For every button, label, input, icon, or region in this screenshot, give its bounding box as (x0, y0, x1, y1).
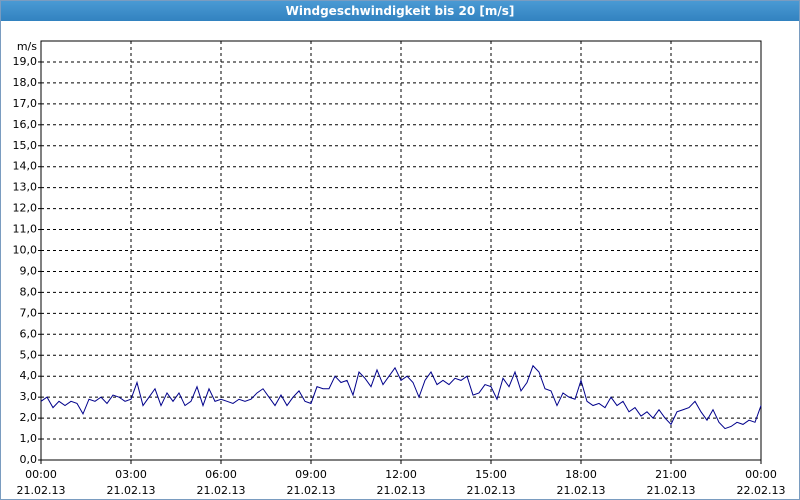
y-tick-label: 5,0 (20, 348, 38, 361)
y-tick-label: 17,0 (13, 97, 38, 110)
y-tick-label: 19,0 (13, 55, 38, 68)
x-tick-label: 12:00 (385, 468, 417, 481)
y-tick-label: 3,0 (20, 390, 38, 403)
y-tick-label: 2,0 (20, 411, 38, 424)
y-tick-label: 16,0 (13, 118, 38, 131)
y-tick-label: 18,0 (13, 76, 38, 89)
data-line (40, 364, 762, 430)
y-tick-label: 14,0 (13, 160, 38, 173)
x-tick-label: 03:00 (115, 468, 147, 481)
x-tick-date: 21.02.13 (17, 484, 66, 497)
y-tick-label: 0,0 (20, 453, 38, 466)
y-tick-label: 4,0 (20, 369, 38, 382)
x-tick-label: 15:00 (475, 468, 507, 481)
y-tick-label: 10,0 (13, 244, 38, 257)
x-tick-label: 09:00 (295, 468, 327, 481)
x-tick-label: 18:00 (565, 468, 597, 481)
y-tick-label: 1,0 (20, 432, 38, 445)
x-tick-date: 21.02.13 (647, 484, 696, 497)
y-tick-label: 8,0 (20, 285, 38, 298)
x-tick-label: 21:00 (655, 468, 687, 481)
x-tick-date: 21.02.13 (197, 484, 246, 497)
y-tick-label: 9,0 (20, 264, 38, 277)
x-tick-date: 22.02.13 (737, 484, 786, 497)
x-tick-label: 00:00 (25, 468, 57, 481)
x-tick-date: 21.02.13 (377, 484, 426, 497)
x-tick-date: 21.02.13 (557, 484, 606, 497)
chart-title: Windgeschwindigkeit bis 20 [m/s] (1, 1, 799, 21)
y-tick-label: 7,0 (20, 306, 38, 319)
x-tick-date: 21.02.13 (107, 484, 156, 497)
plot-frame (40, 40, 762, 461)
y-tick-label: 12,0 (13, 202, 38, 215)
y-tick-label: 6,0 (20, 327, 38, 340)
x-tick-date: 21.02.13 (467, 484, 516, 497)
x-tick-label: 06:00 (205, 468, 237, 481)
x-tick-label: 00:00 (745, 468, 777, 481)
x-tick-date: 21.02.13 (287, 484, 336, 497)
y-tick-label: 15,0 (13, 139, 38, 152)
y-axis-label: m/s (17, 40, 37, 53)
y-tick-label: 11,0 (13, 223, 38, 236)
y-tick-label: 13,0 (13, 181, 38, 194)
